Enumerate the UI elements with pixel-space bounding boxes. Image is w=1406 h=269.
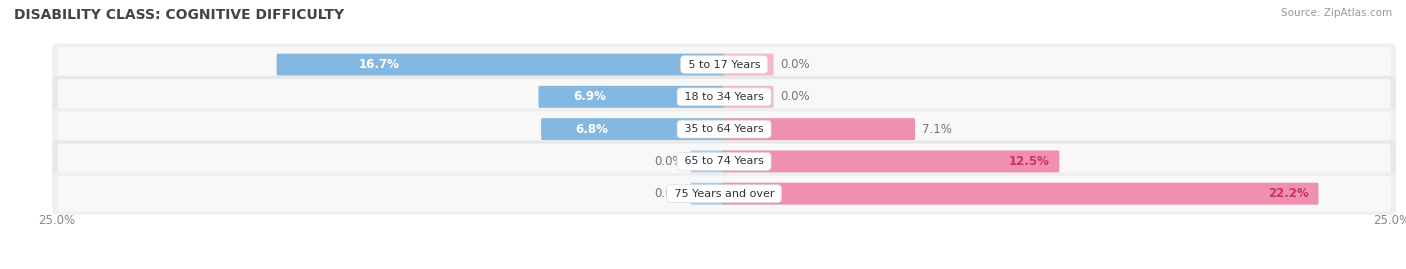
Text: 16.7%: 16.7% [359, 58, 399, 71]
FancyBboxPatch shape [690, 183, 725, 205]
Text: 65 to 74 Years: 65 to 74 Years [681, 156, 768, 167]
Text: 35 to 64 Years: 35 to 64 Years [681, 124, 768, 134]
FancyBboxPatch shape [723, 54, 773, 76]
Text: 5 to 17 Years: 5 to 17 Years [685, 59, 763, 70]
FancyBboxPatch shape [723, 150, 1059, 172]
FancyBboxPatch shape [52, 108, 1396, 150]
Text: 6.8%: 6.8% [575, 123, 607, 136]
FancyBboxPatch shape [52, 44, 1396, 86]
Text: 0.0%: 0.0% [654, 155, 685, 168]
FancyBboxPatch shape [723, 118, 915, 140]
Text: 18 to 34 Years: 18 to 34 Years [681, 92, 768, 102]
FancyBboxPatch shape [723, 183, 1319, 205]
FancyBboxPatch shape [58, 144, 1391, 179]
Text: 0.0%: 0.0% [780, 90, 810, 103]
FancyBboxPatch shape [58, 111, 1391, 147]
FancyBboxPatch shape [723, 86, 773, 108]
Text: 0.0%: 0.0% [780, 58, 810, 71]
FancyBboxPatch shape [58, 176, 1391, 211]
FancyBboxPatch shape [52, 140, 1396, 182]
FancyBboxPatch shape [538, 86, 725, 108]
Text: 6.9%: 6.9% [572, 90, 606, 103]
FancyBboxPatch shape [58, 47, 1391, 82]
Text: Source: ZipAtlas.com: Source: ZipAtlas.com [1281, 8, 1392, 18]
FancyBboxPatch shape [52, 173, 1396, 215]
FancyBboxPatch shape [52, 76, 1396, 118]
FancyBboxPatch shape [690, 150, 725, 172]
Text: 22.2%: 22.2% [1268, 187, 1309, 200]
Text: 0.0%: 0.0% [654, 187, 685, 200]
FancyBboxPatch shape [277, 54, 725, 76]
FancyBboxPatch shape [541, 118, 725, 140]
Text: 7.1%: 7.1% [922, 123, 952, 136]
Text: 75 Years and over: 75 Years and over [671, 189, 778, 199]
FancyBboxPatch shape [58, 79, 1391, 115]
Text: 12.5%: 12.5% [1010, 155, 1050, 168]
Text: DISABILITY CLASS: COGNITIVE DIFFICULTY: DISABILITY CLASS: COGNITIVE DIFFICULTY [14, 8, 344, 22]
